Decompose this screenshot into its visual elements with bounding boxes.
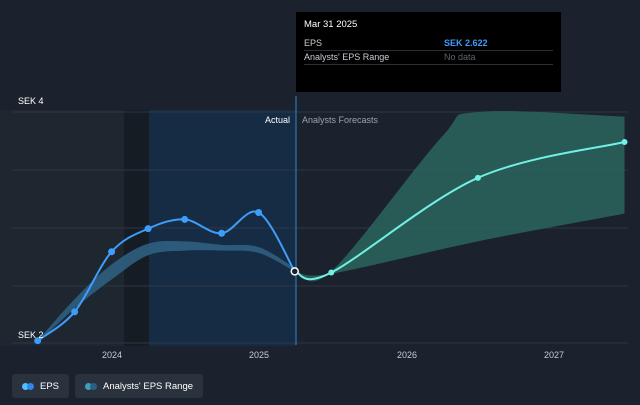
eps-point xyxy=(108,248,116,256)
eps-point xyxy=(255,208,263,216)
tooltip-value: SEK 2.622 xyxy=(444,38,488,48)
range-bands xyxy=(37,111,625,343)
eps-point xyxy=(290,267,299,276)
eps-point xyxy=(218,229,226,237)
tooltip-label: EPS xyxy=(304,38,323,48)
series-lines xyxy=(34,139,628,345)
x-tick-label: 2025 xyxy=(249,350,269,360)
eps-forecast-point xyxy=(474,174,481,181)
forecast-label: Analysts Forecasts xyxy=(302,115,379,125)
eps-point xyxy=(144,225,152,233)
eps-point xyxy=(181,215,189,223)
legend-item-eps-range[interactable]: Analysts' EPS Range xyxy=(75,374,204,398)
actual-label: Actual xyxy=(265,115,290,125)
swatch-dot xyxy=(90,382,98,390)
tooltip-row-eps: EPS SEK 2.622 xyxy=(304,37,553,51)
eps-forecast-point xyxy=(328,269,335,276)
legend-swatch-icon xyxy=(85,382,98,390)
eps-point xyxy=(34,337,42,345)
legend-item-eps[interactable]: EPS xyxy=(12,374,70,398)
hover-tooltip: Mar 31 2025 EPS SEK 2.622 Analysts' EPS … xyxy=(296,12,561,92)
eps-forecast-line xyxy=(294,141,625,281)
tooltip-date: Mar 31 2025 xyxy=(304,19,358,30)
eps-range-band xyxy=(37,240,295,343)
y-tick-label: SEK 2 xyxy=(18,330,44,340)
eps-point xyxy=(71,308,79,316)
x-tick-label: 2024 xyxy=(102,350,122,360)
forecast-range-band xyxy=(294,111,625,282)
y-tick-label: SEK 4 xyxy=(18,96,44,106)
x-tick-label: 2026 xyxy=(397,350,417,360)
tooltip-value: No data xyxy=(444,52,476,62)
legend-label: EPS xyxy=(40,380,60,392)
swatch-dot xyxy=(22,382,29,390)
legend: EPS Analysts' EPS Range xyxy=(12,374,204,398)
legend-swatch-icon xyxy=(22,382,34,390)
swatch-dot xyxy=(27,382,34,390)
swatch-dot xyxy=(85,382,93,390)
x-tick-label: 2027 xyxy=(544,350,564,360)
legend-label: Analysts' EPS Range xyxy=(103,380,194,392)
eps-forecast-point xyxy=(621,139,628,146)
tooltip-row-range: Analysts' EPS Range No data xyxy=(304,51,553,65)
tooltip-label: Analysts' EPS Range xyxy=(304,52,390,62)
